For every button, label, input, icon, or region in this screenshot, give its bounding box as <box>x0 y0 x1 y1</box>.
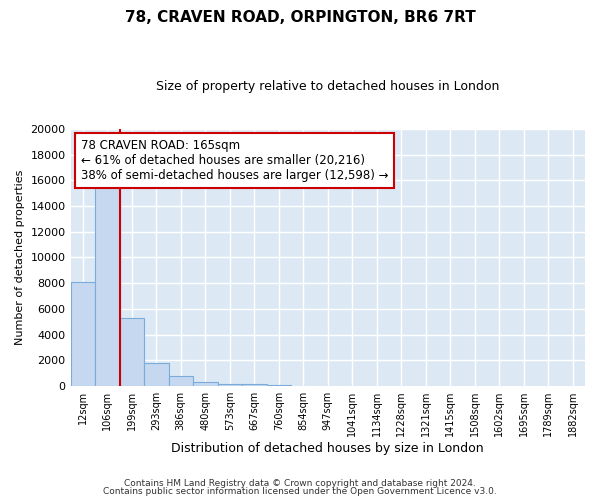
Title: Size of property relative to detached houses in London: Size of property relative to detached ho… <box>156 80 499 93</box>
Text: 78 CRAVEN ROAD: 165sqm
← 61% of detached houses are smaller (20,216)
38% of semi: 78 CRAVEN ROAD: 165sqm ← 61% of detached… <box>81 139 388 182</box>
Text: 78, CRAVEN ROAD, ORPINGTON, BR6 7RT: 78, CRAVEN ROAD, ORPINGTON, BR6 7RT <box>125 10 475 25</box>
Bar <box>95 174 119 386</box>
Bar <box>144 363 169 386</box>
Bar <box>193 382 218 386</box>
Bar <box>169 376 193 386</box>
Y-axis label: Number of detached properties: Number of detached properties <box>15 170 25 345</box>
Bar <box>218 384 242 386</box>
Bar <box>266 385 291 386</box>
Bar <box>119 318 144 386</box>
Bar <box>71 282 95 386</box>
Text: Contains public sector information licensed under the Open Government Licence v3: Contains public sector information licen… <box>103 487 497 496</box>
Bar <box>242 384 266 386</box>
X-axis label: Distribution of detached houses by size in London: Distribution of detached houses by size … <box>172 442 484 455</box>
Text: Contains HM Land Registry data © Crown copyright and database right 2024.: Contains HM Land Registry data © Crown c… <box>124 478 476 488</box>
